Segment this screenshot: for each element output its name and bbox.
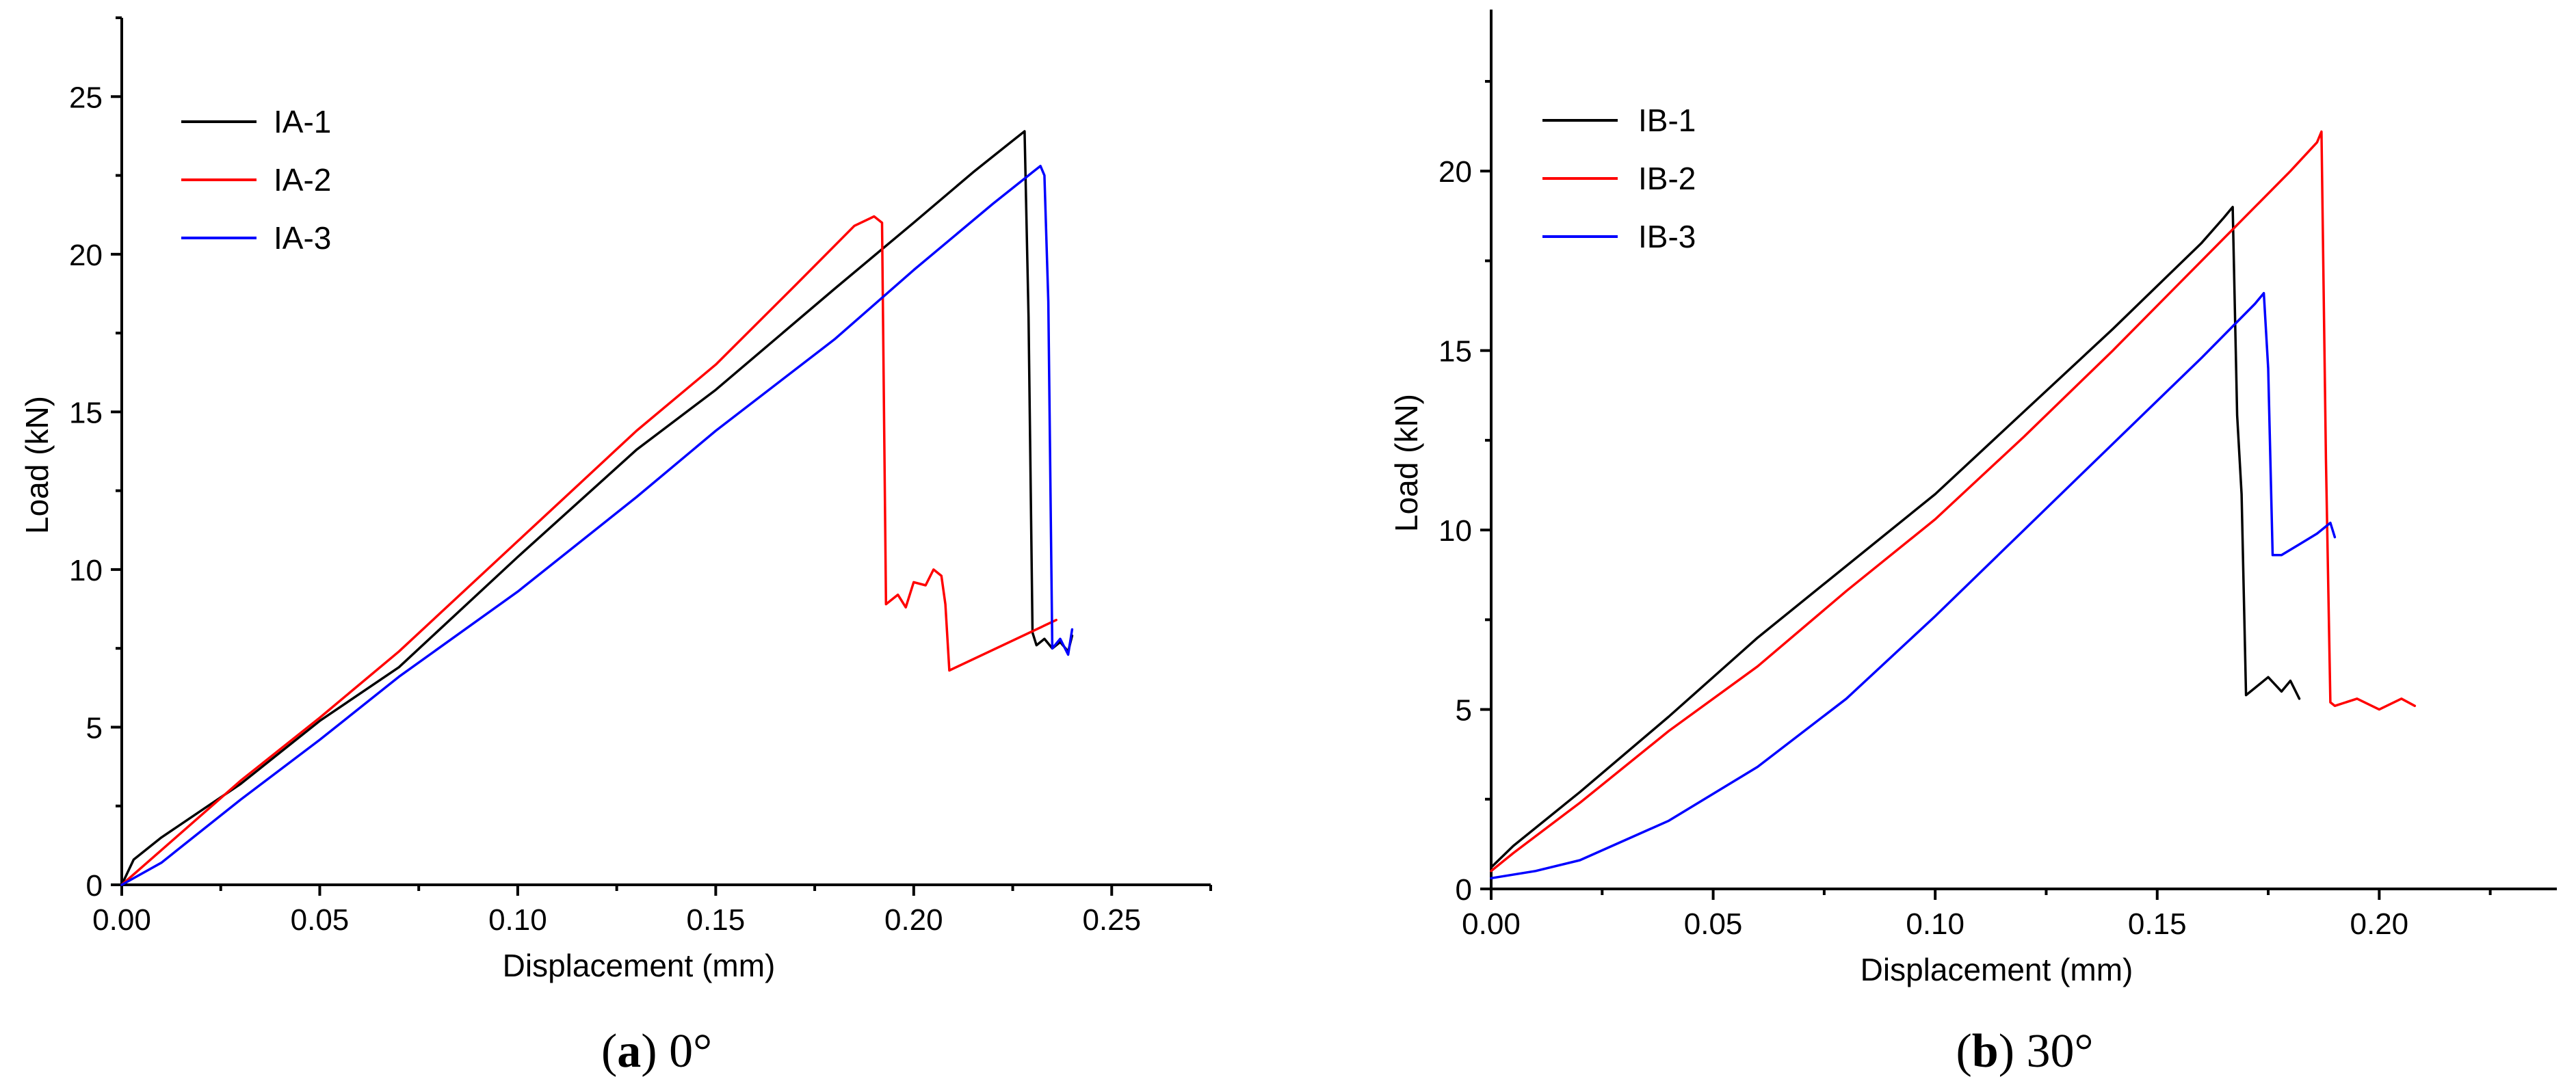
panel-b: 0.00 0.05 0.10 0.15 0.20 0 5 10 15 20 Displacement… [1389,10,2557,1078]
caption-paren-open: ( [1956,1025,1971,1078]
caption-letter: b [1972,1025,1999,1078]
legend-label: IA-1 [274,104,331,139]
panel-caption: (a) 0° [601,1025,712,1078]
series-line-ib-1 [1490,205,2301,869]
x-tick-label: 0.05 [1684,907,1743,941]
x-tick-label: 0.00 [1462,907,1521,941]
caption-angle: 0° [669,1025,712,1078]
y-tick-label: 15 [69,396,103,429]
x-axis-title: Displacement (mm) [1861,952,2133,987]
x-tick-label: 0.15 [687,903,746,937]
y-tick-label: 10 [69,554,103,587]
y-tick-label: 20 [1438,155,1472,189]
panel-a: 0.00 0.05 0.10 0.15 0.20 0.25 0 5 10 15 20 25 Displa… [19,16,1212,1078]
caption-letter: a [617,1025,641,1078]
y-tick-label: 0 [86,869,103,903]
x-tick-label: 0.25 [1082,903,1141,937]
series-line-ia-3 [120,164,1074,886]
x-tick-label: 0.05 [291,903,350,937]
caption-paren-close: ) [641,1025,669,1078]
x-tick-label: 0.20 [884,903,943,937]
legend-label: IB-3 [1638,219,1696,254]
y-tick-label: 10 [1438,514,1472,548]
legend-label: IA-3 [274,220,331,256]
series-line-ib-3 [1490,291,2337,880]
x-axis-title: Displacement (mm) [503,948,776,983]
y-tick-label: 0 [1456,873,1472,907]
x-tick-label: 0.10 [488,903,547,937]
panel-caption: (b) 30° [1956,1025,2093,1078]
y-axis-title: Load (kN) [1389,394,1424,532]
y-tick-label: 5 [86,711,103,745]
legend-label: IB-2 [1638,161,1696,196]
y-tick-label: 15 [1438,335,1472,369]
caption-paren-open: ( [601,1025,617,1078]
legend-label: IA-2 [274,162,331,198]
caption-paren-close: ) [1999,1025,2027,1078]
legend-label: IB-1 [1638,103,1696,138]
y-tick-label: 5 [1456,694,1472,728]
series-line-ib-2 [1490,130,2417,873]
caption-angle: 30° [2027,1025,2094,1078]
x-tick-label: 0.00 [92,903,151,937]
series-line-ia-2 [120,215,1057,886]
x-tick-label: 0.15 [2128,907,2187,941]
y-tick-label: 25 [69,81,103,114]
series-line-ia-1 [120,130,1074,886]
y-tick-label: 20 [69,239,103,272]
x-tick-label: 0.20 [2350,907,2409,941]
x-tick-label: 0.10 [1906,907,1964,941]
y-axis-title: Load (kN) [19,396,55,534]
